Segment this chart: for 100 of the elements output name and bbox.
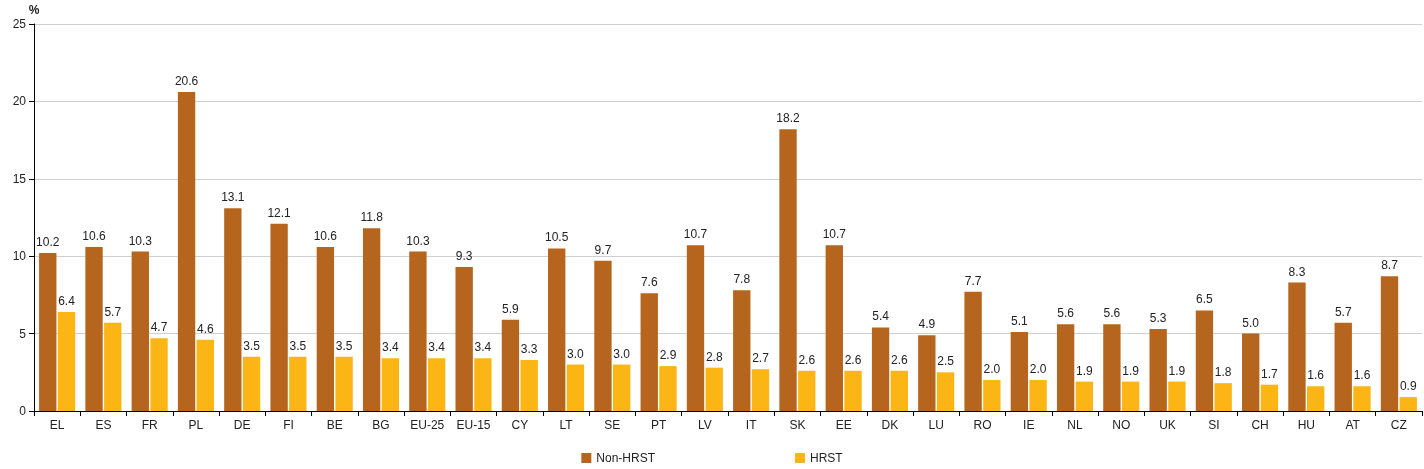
x-tick-label: SE: [604, 418, 621, 432]
x-tick-label: DK: [881, 418, 899, 432]
bar: [705, 367, 723, 411]
data-label: 3.0: [567, 346, 585, 361]
y-tick-label: 5: [19, 326, 27, 341]
data-label: 5.6: [1057, 306, 1075, 321]
data-label: 2.0: [983, 362, 1001, 377]
bar: [686, 245, 705, 411]
x-tick-label: SI: [1208, 418, 1220, 432]
bar: [242, 356, 261, 411]
data-label: 12.1: [267, 205, 292, 220]
data-label: 7.7: [964, 273, 982, 288]
data-label: 8.7: [1381, 258, 1399, 273]
x-tick-label: EL: [49, 418, 65, 432]
bar: [733, 290, 751, 411]
bar: [613, 364, 631, 411]
data-label: 6.5: [1196, 292, 1214, 307]
bar: [659, 366, 677, 411]
data-label: 1.9: [1122, 363, 1140, 378]
data-label: 10.7: [822, 227, 847, 242]
data-label: 20.6: [174, 74, 199, 89]
bar: [918, 335, 936, 411]
bar: [1307, 386, 1325, 411]
y-tick-label: 15: [12, 171, 27, 186]
bar: [825, 245, 843, 411]
y-tick-label: 0: [19, 404, 27, 418]
x-tick-label: FR: [141, 418, 158, 432]
bar: [409, 251, 427, 411]
bar: [1029, 380, 1047, 411]
x-tick-label: PL: [188, 418, 204, 432]
legend-label: Non-HRST: [596, 451, 656, 465]
x-tick-label: NO: [1112, 418, 1131, 432]
bar: [177, 92, 196, 411]
data-label: 10.6: [313, 228, 338, 243]
data-label: 0.9: [1399, 379, 1417, 394]
bar: [1288, 282, 1306, 411]
bar: [871, 327, 890, 411]
x-tick-label: EE: [835, 418, 852, 432]
data-label: 18.2: [776, 111, 801, 126]
x-tick-label: NL: [1067, 418, 1083, 432]
data-label: 1.7: [1261, 366, 1279, 381]
data-label: 7.8: [733, 272, 751, 287]
data-label: 5.6: [1103, 306, 1121, 321]
bar: [964, 291, 982, 411]
x-tick-label: CZ: [1390, 418, 1407, 432]
x-tick-label: IE: [1023, 418, 1035, 432]
x-tick-label: AT: [1345, 418, 1361, 432]
bar: [196, 339, 214, 411]
data-label: 1.8: [1214, 365, 1232, 380]
bar: [798, 370, 816, 411]
data-label: 7.6: [640, 275, 658, 290]
data-label: 10.7: [683, 227, 708, 242]
x-tick-label: DE: [233, 418, 251, 432]
bar: [1214, 383, 1232, 411]
data-label: 2.8: [705, 349, 723, 364]
data-label: 5.9: [502, 301, 520, 316]
data-label: 10.5: [545, 230, 569, 245]
y-tick-label: 20: [12, 94, 27, 109]
bar: [39, 253, 57, 411]
bar: [1075, 381, 1094, 411]
data-label: 5.7: [104, 304, 122, 319]
bar: [85, 246, 103, 411]
data-label: 3.5: [289, 338, 307, 353]
x-tick-label: SK: [789, 418, 806, 432]
x-tick-label: PT: [650, 418, 667, 432]
data-label: 3.4: [382, 340, 400, 355]
bar: [1334, 322, 1352, 411]
data-label: 2.6: [844, 352, 862, 367]
x-tick-label: LU: [928, 418, 944, 432]
data-label: 10.6: [82, 228, 107, 243]
bar: [1121, 381, 1140, 411]
bar: [57, 311, 76, 411]
data-label: 4.6: [196, 321, 214, 336]
bar: [131, 251, 149, 411]
data-label: 1.9: [1076, 363, 1094, 378]
bar: [455, 267, 473, 411]
y-axis-title: %: [28, 3, 40, 17]
bar: [1056, 324, 1075, 411]
bar: [362, 228, 381, 411]
bar: [270, 223, 288, 411]
data-label: 3.0: [613, 346, 631, 361]
bar: [501, 319, 520, 411]
bar: [224, 208, 242, 411]
bar: [1168, 381, 1186, 411]
bar: [594, 260, 612, 411]
bar: [844, 370, 862, 411]
x-tick-label: CH: [1251, 418, 1269, 432]
y-tick-label: 25: [12, 17, 27, 31]
x-tick-label: LV: [697, 418, 712, 432]
data-label: 5.1: [1011, 314, 1029, 329]
bar: [1260, 384, 1279, 411]
data-label: 2.5: [937, 354, 955, 369]
data-label: 2.6: [890, 352, 908, 367]
data-label: 2.6: [798, 352, 816, 367]
bar: [316, 246, 335, 411]
bar: [335, 356, 353, 411]
x-tick-label: CY: [511, 418, 529, 432]
bar: [104, 322, 122, 411]
bar: [890, 370, 908, 411]
bar: [936, 372, 955, 411]
